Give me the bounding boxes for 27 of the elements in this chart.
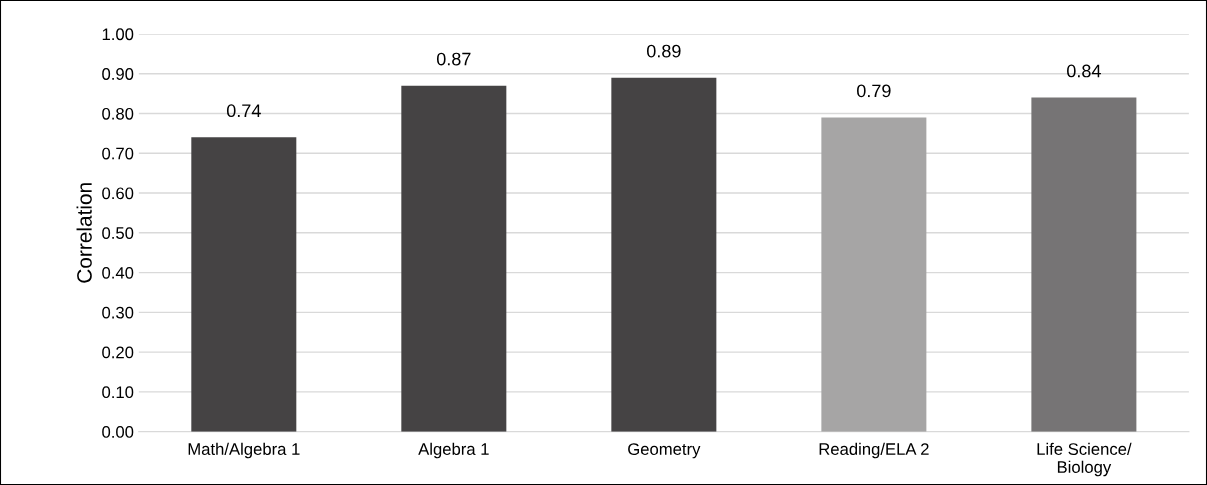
data-label: 0.74 bbox=[226, 104, 261, 118]
y-tick-label: 0.30 bbox=[102, 306, 134, 319]
y-tick-label: 0.90 bbox=[102, 68, 134, 80]
x-tick-label: Reading/ELA 2 bbox=[819, 442, 929, 459]
y-tick-label: 1.00 bbox=[102, 28, 134, 41]
y-tick-label: 0.50 bbox=[102, 227, 134, 239]
x-tick-label: Algebra 1 bbox=[418, 442, 489, 459]
data-label: 0.79 bbox=[857, 84, 891, 98]
bar bbox=[191, 137, 297, 432]
bar bbox=[1031, 97, 1137, 432]
y-axis-title: Correlation bbox=[76, 183, 92, 283]
x-tick-label: Math/Algebra 1 bbox=[188, 442, 300, 459]
data-label: 0.84 bbox=[1067, 64, 1101, 78]
data-label: 0.87 bbox=[436, 52, 471, 66]
y-tick-label: 0.70 bbox=[102, 147, 134, 160]
y-tick-label: 0.80 bbox=[102, 107, 134, 120]
data-label: 0.89 bbox=[646, 44, 681, 58]
bar bbox=[401, 85, 507, 432]
y-tick-label: 0.20 bbox=[102, 346, 134, 359]
y-tick-label: 0.00 bbox=[102, 426, 134, 438]
y-tick-label: 0.40 bbox=[102, 266, 134, 279]
bar bbox=[821, 117, 927, 432]
y-tick-label: 0.10 bbox=[102, 386, 134, 399]
bar bbox=[611, 77, 717, 432]
x-tick-label: Life Science/ Biology bbox=[1037, 442, 1132, 477]
x-tick-label: Geometry bbox=[628, 443, 701, 459]
y-tick-label: 0.60 bbox=[102, 187, 134, 200]
